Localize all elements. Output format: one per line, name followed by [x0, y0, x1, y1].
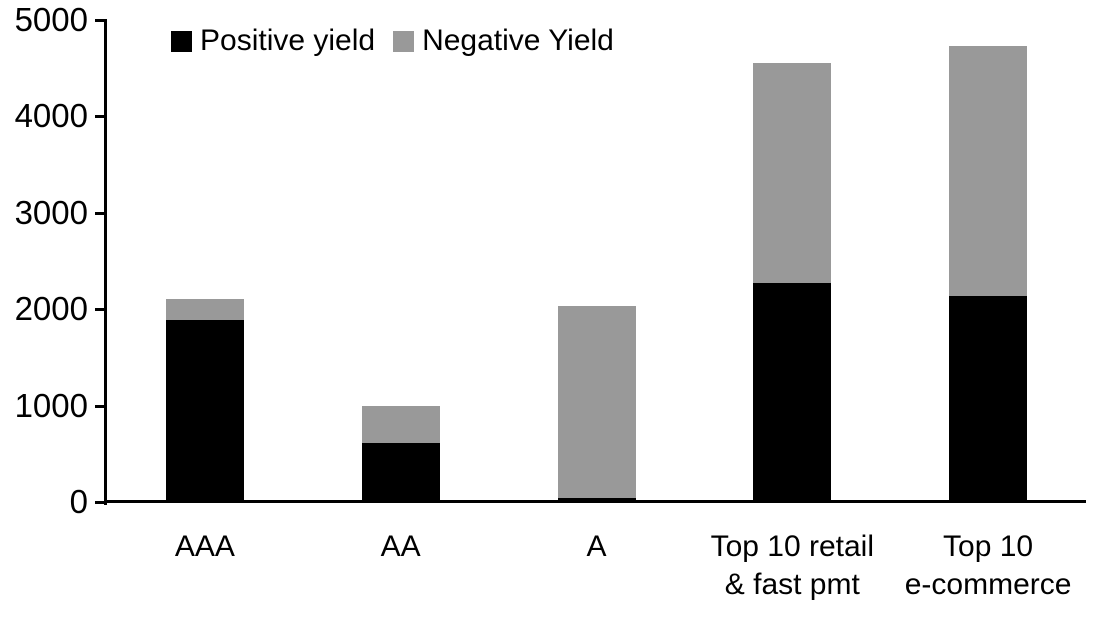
- category-label: AA: [380, 530, 421, 563]
- y-tick-label: 1000: [14, 386, 88, 424]
- legend-item: Positive yield: [171, 26, 375, 56]
- category-label: A: [586, 530, 607, 563]
- bar-segment-positive: [557, 497, 636, 502]
- y-tick-label: 5000: [14, 1, 88, 38]
- y-tick-mark: [95, 404, 104, 408]
- bar-segment-negative: [753, 63, 832, 284]
- bar-segment-positive: [361, 442, 440, 502]
- legend: Positive yield Negative Yield: [171, 26, 614, 56]
- positive-swatch-icon: [171, 30, 192, 52]
- y-tick-label: 3000: [14, 193, 88, 231]
- bar-segment-positive: [753, 283, 832, 502]
- bar-segment-positive: [949, 295, 1028, 502]
- y-tick-mark: [95, 501, 104, 504]
- bar-segment-positive: [165, 319, 244, 502]
- y-tick-label: 2000: [14, 290, 88, 328]
- bar-segment-negative: [949, 46, 1028, 296]
- y-tick-label: 4000: [14, 97, 88, 135]
- legend-item: Negative Yield: [393, 26, 614, 56]
- bar-segment-negative: [165, 298, 244, 320]
- y-axis-line: [104, 19, 107, 505]
- category-label: Top 10 retail & fast pmt: [710, 530, 875, 601]
- legend-label: Negative Yield: [422, 24, 614, 57]
- category-label: Top 10 e-commerce: [904, 530, 1072, 601]
- category-label: AAA: [174, 530, 235, 563]
- y-tick-mark: [95, 115, 104, 119]
- y-tick-mark: [95, 19, 104, 22]
- y-tick-label: 0: [69, 483, 88, 520]
- x-axis-line: [104, 500, 1086, 503]
- y-tick-mark: [95, 308, 104, 312]
- legend-label: Positive yield: [200, 24, 376, 57]
- bar-segment-negative: [361, 405, 440, 443]
- y-tick-mark: [95, 211, 104, 215]
- bar-segment-negative: [557, 306, 636, 498]
- negative-swatch-icon: [393, 30, 415, 52]
